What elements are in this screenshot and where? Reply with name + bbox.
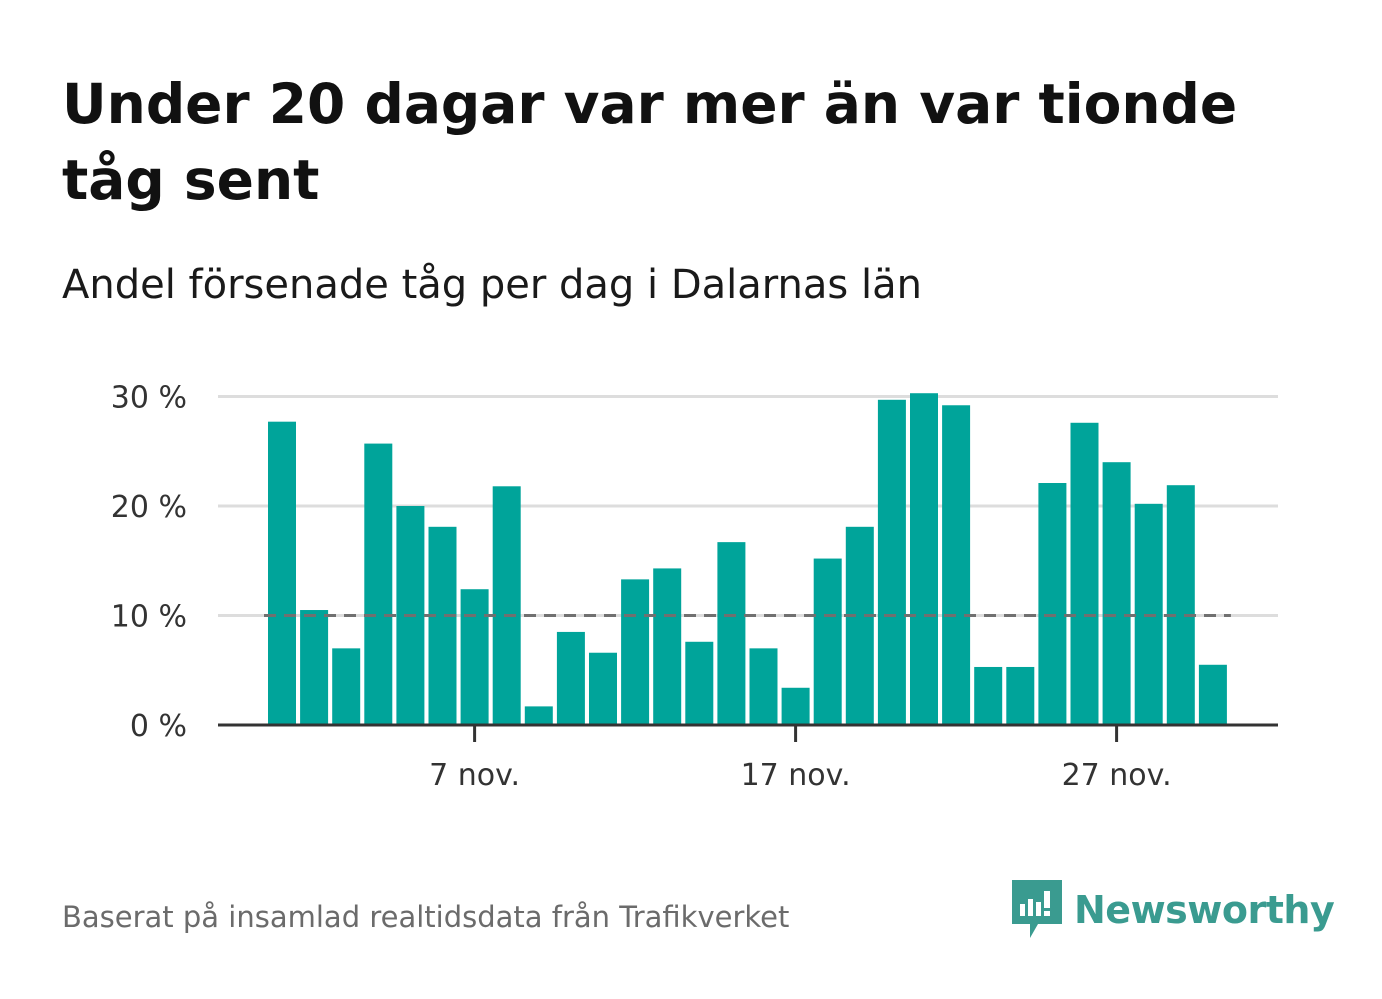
bar: [845, 526, 874, 725]
x-tick-label: 27 nov.: [1062, 758, 1172, 793]
x-tick-label: 7 nov.: [429, 758, 520, 793]
bar: [1198, 664, 1227, 725]
bar: [942, 405, 971, 725]
y-tick-label: 0 %: [130, 709, 187, 744]
axes: 0 % 10 % 20 % 30 % 7 nov. 17 nov. 27 nov.: [111, 381, 1278, 793]
bar: [910, 393, 938, 725]
bar: [749, 648, 778, 725]
bar: [428, 526, 457, 725]
bar: [524, 706, 553, 725]
bar: [877, 399, 906, 725]
brand-logo: Newsworthy: [1012, 880, 1335, 940]
chart-subtitle: Andel försenade tåg per dag i Dalarnas l…: [62, 262, 922, 308]
bar: [781, 687, 810, 725]
bar: [621, 579, 650, 725]
bar: [556, 631, 585, 725]
bar: [1102, 462, 1131, 725]
source-note: Baserat på insamlad realtidsdata från Tr…: [62, 900, 790, 934]
bar: [1006, 666, 1035, 725]
bar: [332, 648, 361, 725]
bar: [1038, 483, 1067, 725]
bar: [1166, 485, 1195, 725]
bar-chart-speech-bubble-icon: [1012, 880, 1062, 938]
bar: [653, 568, 682, 725]
x-tick-label: 17 nov.: [741, 758, 851, 793]
bar: [813, 558, 842, 725]
bar: [589, 652, 617, 725]
bar: [268, 421, 296, 725]
bar: [974, 666, 1003, 725]
y-tick-label: 10 %: [111, 600, 187, 635]
bar: [492, 486, 521, 725]
bar: [300, 610, 329, 725]
chart-title: Under 20 dagar var mer än var tionde tåg…: [62, 72, 1238, 212]
bar: [717, 542, 746, 725]
y-tick-label: 20 %: [111, 490, 187, 525]
bar: [1070, 422, 1099, 725]
bar: [685, 641, 714, 725]
bar: [364, 443, 393, 725]
bars: [268, 393, 1227, 725]
y-tick-label: 30 %: [111, 381, 187, 416]
bar: [460, 589, 489, 725]
brand-name: Newsworthy: [1074, 888, 1335, 932]
